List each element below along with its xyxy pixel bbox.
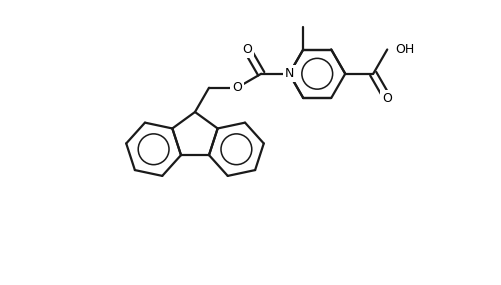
Text: O: O [382,91,392,105]
Text: O: O [232,81,242,94]
Text: O: O [242,43,252,56]
Text: OH: OH [395,43,414,56]
Text: N: N [285,67,294,80]
